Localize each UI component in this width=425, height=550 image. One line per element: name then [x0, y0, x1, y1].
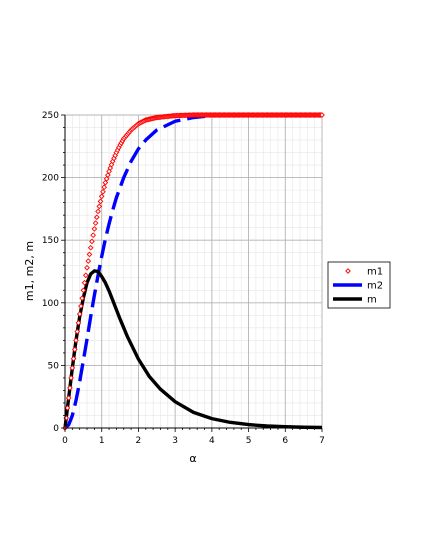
series-m1-point — [74, 328, 81, 335]
series-m1-point — [65, 395, 72, 401]
series-m1-point — [64, 405, 71, 411]
legend-entry-m: m — [333, 295, 377, 306]
series-m1-point — [67, 385, 73, 391]
series-m1-point — [80, 287, 87, 294]
x-tick-label: 0 — [62, 436, 68, 446]
y-tick-label: 150 — [42, 236, 59, 246]
series-m2-line — [63, 113, 322, 430]
x-tick-label: 2 — [136, 436, 142, 446]
minor-gridlines — [64, 114, 323, 429]
series-m1-point — [84, 264, 90, 271]
series-m1-point — [69, 365, 76, 371]
series-m1-point — [85, 258, 92, 264]
series-m1-point — [95, 208, 101, 215]
major-gridlines — [64, 114, 323, 429]
series-m1-point — [70, 355, 77, 362]
series-m1-point — [100, 188, 106, 195]
y-tick-label: 100 — [42, 299, 59, 309]
series-m1-point — [102, 179, 109, 186]
series-m1-point — [86, 251, 93, 258]
series-m1-point — [107, 165, 114, 171]
series-layer — [62, 112, 325, 431]
x-tick-label: 1 — [99, 436, 105, 446]
series-m1-point — [90, 232, 96, 239]
series-m1-point — [89, 238, 95, 245]
series-m1-point — [97, 198, 104, 205]
series-m1-point — [78, 303, 84, 309]
series-m1-point — [93, 214, 100, 221]
axes — [61, 114, 323, 432]
y-tick-label: 50 — [48, 361, 60, 371]
series-m1-point — [103, 176, 110, 182]
legend-swatch-m1 — [345, 268, 351, 274]
series-m-line — [63, 269, 323, 430]
series-m1-point — [101, 184, 107, 191]
tick-labels: 0 1 2 3 4 5 6 7 0 50 100 150 200 250 — [42, 111, 325, 446]
x-axis-label: α — [189, 452, 196, 465]
series-m1-point — [92, 220, 99, 226]
x-tick-label: 7 — [319, 436, 325, 446]
series-m1-point — [68, 375, 74, 381]
series-m1-point — [71, 346, 78, 353]
y-tick-label: 200 — [42, 174, 59, 184]
series-m1-point — [87, 244, 94, 251]
series-m1-point — [82, 272, 89, 279]
series-m1-point — [81, 279, 88, 286]
y-tick-label: 0 — [53, 424, 59, 434]
y-tick-label: 250 — [42, 111, 59, 121]
x-tick-label: 4 — [209, 436, 215, 446]
x-tick-label: 6 — [282, 436, 288, 446]
series-m1-point — [79, 295, 85, 302]
series-m1-point — [75, 319, 82, 326]
series-m1-point — [91, 226, 98, 232]
legend-entry-m2: m2 — [333, 281, 383, 292]
legend-label-m1: m1 — [367, 267, 383, 278]
series-m1-point — [73, 337, 79, 344]
x-tick-label: 3 — [172, 436, 178, 446]
legend: m1 m2 m — [327, 261, 391, 309]
series-m1 — [62, 112, 325, 431]
legend-label-m2: m2 — [367, 281, 383, 292]
x-tick-label: 5 — [246, 436, 252, 446]
legend-label-m: m — [367, 295, 377, 306]
legend-entry-m1: m1 — [345, 267, 383, 278]
y-axis-label: m1, m2, m — [23, 241, 36, 301]
series-m1-point — [76, 311, 83, 317]
series-m1-point — [96, 203, 103, 210]
series-m1-point — [98, 193, 105, 200]
series-m1-point — [319, 112, 325, 118]
